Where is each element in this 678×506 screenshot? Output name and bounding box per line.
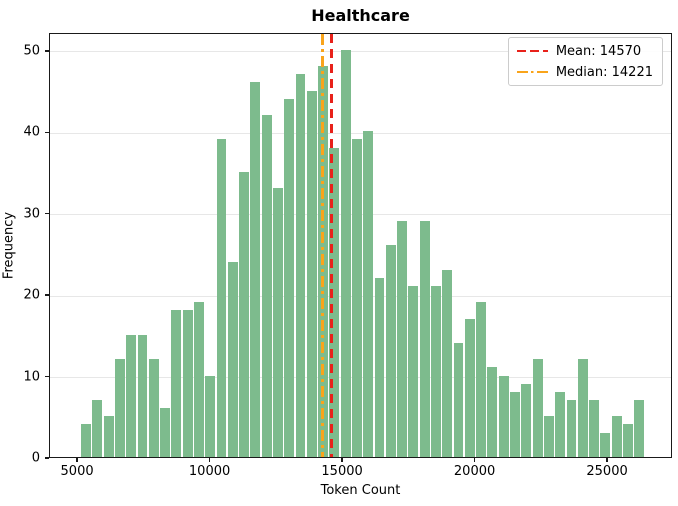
median-dashdot-line-sample — [516, 70, 548, 74]
legend-entry-mean: Mean: 14570 — [516, 43, 653, 59]
y-tick-mark — [45, 375, 49, 378]
histogram-bar — [385, 245, 396, 457]
x-tick-label: 15000 — [321, 464, 363, 479]
x-tick-mark — [341, 458, 343, 462]
histogram-bar — [453, 343, 464, 457]
y-tick-mark — [45, 131, 49, 134]
histogram-bar — [419, 220, 430, 457]
y-tick-label: 50 — [23, 43, 40, 59]
x-axis-label: Token Count — [320, 483, 401, 498]
x-tick-mark — [208, 458, 211, 462]
histogram-bar — [521, 383, 532, 457]
x-tick-label: 5000 — [60, 464, 94, 479]
x-tick-label: 10000 — [188, 464, 231, 479]
histogram-bar — [622, 424, 633, 457]
histogram-bar — [239, 172, 249, 457]
histogram-bar — [566, 400, 577, 457]
histogram-bar — [374, 277, 385, 457]
histogram-bar — [295, 74, 306, 457]
x-tick-label: 20000 — [453, 464, 496, 479]
median-line — [321, 34, 324, 457]
legend-entry-median: Median: 14221 — [516, 64, 653, 80]
histogram-bar — [611, 416, 622, 457]
histogram-bar — [555, 391, 566, 457]
histogram-bar — [600, 432, 611, 457]
histogram-bar — [92, 400, 103, 457]
mean-line — [330, 34, 333, 457]
histogram-bar — [137, 334, 148, 457]
histogram-bar — [205, 375, 216, 457]
y-tick-mark — [45, 294, 49, 296]
histogram-bar — [340, 49, 351, 457]
histogram-bar — [543, 416, 554, 457]
histogram-bar — [487, 367, 498, 457]
chart-title: Healthcare — [311, 6, 410, 25]
histogram-bar — [634, 400, 645, 457]
x-tick-mark — [473, 458, 476, 462]
histogram-bar — [193, 302, 204, 457]
histogram-bar — [273, 188, 283, 457]
histogram-bar — [498, 375, 509, 457]
histogram-bar — [250, 82, 261, 457]
histogram-bar — [363, 131, 374, 457]
histogram-bar — [408, 286, 419, 457]
histogram-bar — [216, 139, 227, 457]
histogram-bar — [81, 424, 91, 457]
histogram-bar — [352, 139, 362, 457]
histogram-bar — [261, 115, 272, 457]
x-tick-mark — [606, 458, 608, 462]
histogram-bar — [284, 98, 295, 457]
y-tick-label: 30 — [23, 206, 40, 222]
histogram-bar — [397, 220, 408, 457]
mean-dashed-line-sample — [516, 49, 548, 53]
histogram-bar — [431, 286, 441, 457]
histogram-bar — [442, 269, 453, 457]
histogram-bar — [114, 359, 125, 457]
legend: Mean: 14570 Median: 14221 — [507, 37, 663, 86]
histogram-bar — [329, 147, 340, 457]
y-tick-label: 10 — [23, 369, 40, 385]
y-axis-label: Frequency — [1, 211, 17, 280]
x-tick-label: 25000 — [586, 464, 628, 479]
histogram-bar — [306, 90, 317, 457]
y-tick-mark — [45, 50, 49, 52]
histogram-bar — [476, 302, 487, 457]
y-tick-label: 40 — [23, 124, 40, 140]
histogram-bar — [148, 359, 159, 457]
histogram-bar — [160, 408, 170, 457]
gridline — [50, 132, 671, 134]
x-tick-mark — [76, 458, 78, 462]
y-tick-mark — [45, 457, 49, 459]
histogram-bar — [577, 359, 588, 457]
histogram-bar — [103, 416, 114, 457]
histogram-bar — [182, 310, 193, 457]
y-tick-mark — [45, 213, 49, 215]
histogram-bar — [171, 310, 182, 457]
legend-label-median: Median: 14221 — [555, 64, 653, 80]
gridline — [50, 51, 671, 53]
histogram-bar — [532, 359, 543, 457]
histogram-bar — [126, 334, 137, 457]
histogram-bar — [464, 318, 475, 457]
legend-label-mean: Mean: 14570 — [555, 43, 642, 59]
plot-area: Mean: 14570 Median: 14221 — [49, 33, 672, 458]
histogram-bar — [510, 391, 520, 457]
y-tick-label: 0 — [31, 450, 40, 466]
histogram-bar — [589, 400, 599, 457]
histogram-bar — [227, 261, 238, 457]
y-tick-label: 20 — [23, 287, 40, 303]
